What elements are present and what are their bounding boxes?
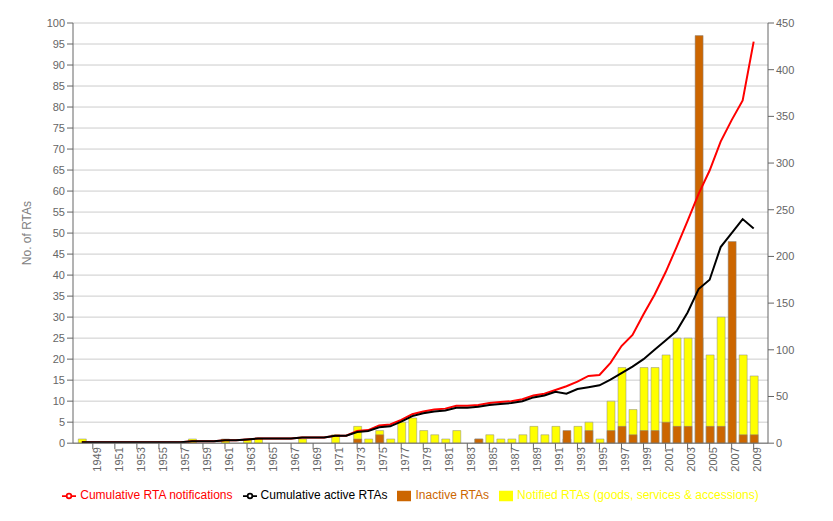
- svg-text:350: 350: [776, 110, 794, 122]
- svg-text:55: 55: [53, 206, 65, 218]
- html-text:Cumulative RTA notifications: Cumulative RTA notifications: [80, 488, 233, 503]
- svg-text:1955: 1955: [157, 447, 169, 471]
- svg-text:No. of RTAs: No. of RTAs: [20, 201, 34, 265]
- svg-text:300: 300: [776, 157, 794, 169]
- svg-text:0: 0: [59, 437, 65, 449]
- svg-text:150: 150: [776, 297, 794, 309]
- svg-text:100: 100: [47, 17, 65, 29]
- svg-text:10: 10: [53, 395, 65, 407]
- svg-text:60: 60: [53, 185, 65, 197]
- svg-text:2009: 2009: [751, 447, 763, 471]
- svg-text:1979: 1979: [421, 447, 433, 471]
- svg-text:2001: 2001: [663, 447, 675, 471]
- svg-text:0: 0: [776, 437, 782, 449]
- svg-text:35: 35: [53, 290, 65, 302]
- html-text:Notified RTAs (goods, services: Notified RTAs (goods, services & accessi…: [517, 488, 759, 503]
- svg-text:30: 30: [53, 311, 65, 323]
- svg-text:1953: 1953: [135, 447, 147, 471]
- svg-text:200: 200: [776, 250, 794, 262]
- svg-text:1999: 1999: [641, 447, 653, 471]
- svg-text:400: 400: [776, 64, 794, 76]
- svg-text:100: 100: [776, 344, 794, 356]
- svg-text:1981: 1981: [443, 447, 455, 471]
- svg-text:1997: 1997: [619, 447, 631, 471]
- svg-text:1951: 1951: [113, 447, 125, 471]
- svg-text:65: 65: [53, 164, 65, 176]
- html-text:Inactive RTAs: Inactive RTAs: [415, 488, 490, 503]
- svg-text:1985: 1985: [487, 447, 499, 471]
- svg-text:1957: 1957: [179, 447, 191, 471]
- svg-text:1993: 1993: [575, 447, 587, 471]
- svg-text:50: 50: [776, 390, 788, 402]
- svg-text:1973: 1973: [355, 447, 367, 471]
- svg-text:2005: 2005: [707, 447, 719, 471]
- svg-text:75: 75: [53, 122, 65, 134]
- svg-text:1961: 1961: [223, 447, 235, 471]
- svg-text:1965: 1965: [267, 447, 279, 471]
- svg-text:25: 25: [53, 332, 65, 344]
- html-text:Cumulative active RTAs: Cumulative active RTAs: [260, 488, 388, 503]
- svg-text:1995: 1995: [597, 447, 609, 471]
- svg-text:15: 15: [53, 374, 65, 386]
- svg-text:2003: 2003: [685, 447, 697, 471]
- svg-text:20: 20: [53, 353, 65, 365]
- svg-text:50: 50: [53, 227, 65, 239]
- svg-text:80: 80: [53, 101, 65, 113]
- svg-text:250: 250: [776, 204, 794, 216]
- svg-text:90: 90: [53, 59, 65, 71]
- svg-text:95: 95: [53, 38, 65, 50]
- svg-text:85: 85: [53, 80, 65, 92]
- svg-text:1963: 1963: [245, 447, 257, 471]
- svg-text:1983: 1983: [465, 447, 477, 471]
- svg-text:70: 70: [53, 143, 65, 155]
- svg-text:45: 45: [53, 248, 65, 260]
- svg-text:1949: 1949: [91, 447, 103, 471]
- svg-text:1969: 1969: [311, 447, 323, 471]
- svg-text:1975: 1975: [377, 447, 389, 471]
- svg-text:1991: 1991: [553, 447, 565, 471]
- svg-text:2007: 2007: [729, 447, 741, 471]
- svg-text:1967: 1967: [289, 447, 301, 471]
- svg-text:5: 5: [59, 416, 65, 428]
- svg-text:1977: 1977: [399, 447, 411, 471]
- svg-text:450: 450: [776, 17, 794, 29]
- svg-text:40: 40: [53, 269, 65, 281]
- svg-text:1971: 1971: [333, 447, 345, 471]
- svg-text:1959: 1959: [201, 447, 213, 471]
- svg-text:1987: 1987: [509, 447, 521, 471]
- svg-text:1989: 1989: [531, 447, 543, 471]
